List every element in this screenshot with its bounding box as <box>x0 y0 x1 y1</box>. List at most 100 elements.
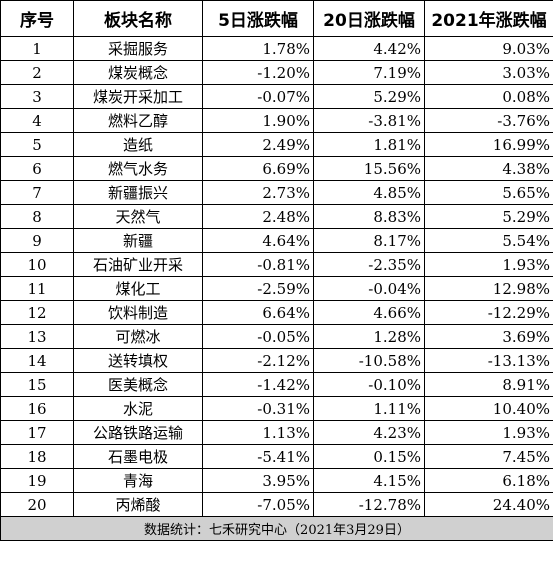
table-row: 1 采掘服务 1.78% 4.42% 9.03% <box>0 36 553 61</box>
change-5day: 1.78% <box>202 36 314 61</box>
change-5day: -0.81% <box>202 252 314 277</box>
table-row: 3 煤炭开采加工 -0.07% 5.29% 0.08% <box>0 84 553 109</box>
change-20day: 7.19% <box>313 60 425 85</box>
table-row: 12 饮料制造 6.64% 4.66% -12.29% <box>0 300 553 325</box>
change-5day: 3.95% <box>202 468 314 493</box>
change-20day: 5.29% <box>313 84 425 109</box>
change-20day: 0.15% <box>313 444 425 469</box>
change-5day: -7.05% <box>202 492 314 517</box>
header-2021-change: 2021年涨跌幅 <box>424 0 553 37</box>
change-2021: 12.98% <box>424 276 553 301</box>
change-20day: 4.23% <box>313 420 425 445</box>
data-source-note: 数据统计：七禾研究中心（2021年3月29日） <box>0 516 553 541</box>
sector-name: 煤化工 <box>73 276 203 301</box>
row-index: 14 <box>0 348 74 373</box>
sector-performance-table: 序号 板块名称 5日涨跌幅 20日涨跌幅 2021年涨跌幅 1 采掘服务 1.78%… <box>0 0 553 541</box>
change-2021: 0.08% <box>424 84 553 109</box>
sector-name: 石墨电极 <box>73 444 203 469</box>
table-row: 4 燃料乙醇 1.90% -3.81% -3.76% <box>0 108 553 133</box>
sector-name: 煤炭开采加工 <box>73 84 203 109</box>
table-header: 序号 板块名称 5日涨跌幅 20日涨跌幅 2021年涨跌幅 <box>0 0 553 37</box>
row-index: 6 <box>0 156 74 181</box>
change-5day: -2.12% <box>202 348 314 373</box>
change-5day: -1.20% <box>202 60 314 85</box>
header-5day-change: 5日涨跌幅 <box>202 0 314 37</box>
sector-name: 送转填权 <box>73 348 203 373</box>
change-2021: 24.40% <box>424 492 553 517</box>
row-index: 16 <box>0 396 74 421</box>
row-index: 17 <box>0 420 74 445</box>
change-2021: 9.03% <box>424 36 553 61</box>
sector-name: 可燃冰 <box>73 324 203 349</box>
sector-name: 天然气 <box>73 204 203 229</box>
change-2021: 6.18% <box>424 468 553 493</box>
change-2021: 5.54% <box>424 228 553 253</box>
change-20day: 4.15% <box>313 468 425 493</box>
change-20day: -0.10% <box>313 372 425 397</box>
change-20day: 8.83% <box>313 204 425 229</box>
change-2021: 5.65% <box>424 180 553 205</box>
row-index: 13 <box>0 324 74 349</box>
row-index: 4 <box>0 108 74 133</box>
change-2021: -3.76% <box>424 108 553 133</box>
table-row: 19 青海 3.95% 4.15% 6.18% <box>0 468 553 493</box>
change-2021: -13.13% <box>424 348 553 373</box>
sector-name: 煤炭概念 <box>73 60 203 85</box>
table-row: 10 石油矿业开采 -0.81% -2.35% 1.93% <box>0 252 553 277</box>
sector-name: 燃料乙醇 <box>73 108 203 133</box>
change-20day: -0.04% <box>313 276 425 301</box>
table-row: 13 可燃冰 -0.05% 1.28% 3.69% <box>0 324 553 349</box>
sector-name: 医美概念 <box>73 372 203 397</box>
change-5day: 6.69% <box>202 156 314 181</box>
sector-name: 采掘服务 <box>73 36 203 61</box>
change-2021: 1.93% <box>424 420 553 445</box>
sector-name: 丙烯酸 <box>73 492 203 517</box>
row-index: 11 <box>0 276 74 301</box>
change-5day: 4.64% <box>202 228 314 253</box>
change-5day: 2.49% <box>202 132 314 157</box>
change-2021: 3.03% <box>424 60 553 85</box>
change-20day: 15.56% <box>313 156 425 181</box>
sector-name: 水泥 <box>73 396 203 421</box>
row-index: 8 <box>0 204 74 229</box>
row-index: 5 <box>0 132 74 157</box>
table-row: 16 水泥 -0.31% 1.11% 10.40% <box>0 396 553 421</box>
change-5day: -5.41% <box>202 444 314 469</box>
header-row: 序号 板块名称 5日涨跌幅 20日涨跌幅 2021年涨跌幅 <box>0 0 553 37</box>
change-5day: 1.13% <box>202 420 314 445</box>
table-row: 14 送转填权 -2.12% -10.58% -13.13% <box>0 348 553 373</box>
change-20day: 4.66% <box>313 300 425 325</box>
table-footer: 数据统计：七禾研究中心（2021年3月29日） <box>0 516 553 541</box>
change-5day: -0.07% <box>202 84 314 109</box>
sector-name: 青海 <box>73 468 203 493</box>
change-20day: 4.85% <box>313 180 425 205</box>
change-20day: -3.81% <box>313 108 425 133</box>
table-row: 15 医美概念 -1.42% -0.10% 8.91% <box>0 372 553 397</box>
sector-name: 燃气水务 <box>73 156 203 181</box>
change-20day: 8.17% <box>313 228 425 253</box>
row-index: 9 <box>0 228 74 253</box>
table-row: 8 天然气 2.48% 8.83% 5.29% <box>0 204 553 229</box>
change-5day: -0.31% <box>202 396 314 421</box>
change-5day: -1.42% <box>202 372 314 397</box>
change-20day: -12.78% <box>313 492 425 517</box>
table-row: 2 煤炭概念 -1.20% 7.19% 3.03% <box>0 60 553 85</box>
change-2021: 8.91% <box>424 372 553 397</box>
change-5day: 2.48% <box>202 204 314 229</box>
change-5day: 6.64% <box>202 300 314 325</box>
change-20day: -2.35% <box>313 252 425 277</box>
table-row: 5 造纸 2.49% 1.81% 16.99% <box>0 132 553 157</box>
table-row: 18 石墨电极 -5.41% 0.15% 7.45% <box>0 444 553 469</box>
header-index: 序号 <box>0 0 74 37</box>
change-2021: 3.69% <box>424 324 553 349</box>
header-sector-name: 板块名称 <box>73 0 203 37</box>
change-2021: -12.29% <box>424 300 553 325</box>
sector-name: 新疆 <box>73 228 203 253</box>
change-2021: 7.45% <box>424 444 553 469</box>
footer-row: 数据统计：七禾研究中心（2021年3月29日） <box>0 516 553 541</box>
table-row: 20 丙烯酸 -7.05% -12.78% 24.40% <box>0 492 553 517</box>
header-20day-change: 20日涨跌幅 <box>313 0 425 37</box>
row-index: 3 <box>0 84 74 109</box>
row-index: 10 <box>0 252 74 277</box>
change-5day: 1.90% <box>202 108 314 133</box>
